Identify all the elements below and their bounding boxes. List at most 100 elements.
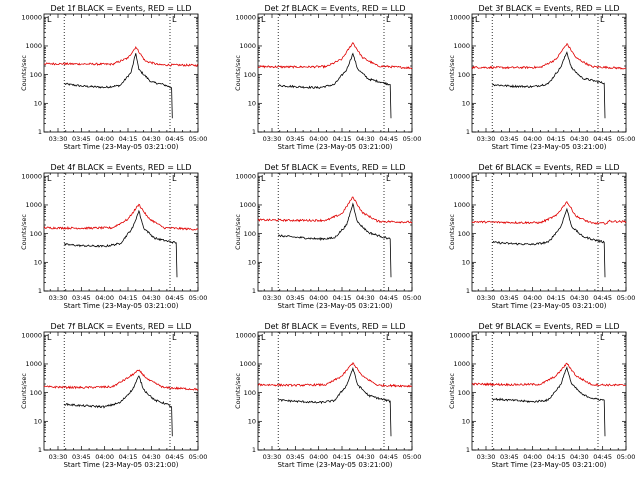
interval-label: L <box>386 15 391 24</box>
events-series-line <box>492 207 606 278</box>
y-axis-label: Counts/sec <box>20 373 28 409</box>
x-tick-label: 04:00 <box>523 135 542 143</box>
x-tick-label: 04:15 <box>119 294 138 302</box>
panel-det-6: Det 6f BLACK = Events, RED = LLD 1 10 100 10… <box>448 163 635 310</box>
x-tick-label: 05:00 <box>617 453 636 461</box>
x-axis-label: Start Time (23-May-05 03:21:00) <box>277 461 392 469</box>
panel-det-1: Det 1f BLACK = Events, RED = LLD 1 10 100 10… <box>20 4 207 151</box>
x-tick-label: 03:30 <box>477 453 496 461</box>
y-tick-label: 10000 <box>235 172 256 180</box>
events-series-line <box>278 52 392 119</box>
x-axis-label: Start Time (23-May-05 03:21:00) <box>277 302 392 310</box>
x-tick-label: 04:45 <box>165 453 184 461</box>
x-tick-label: 05:00 <box>189 135 208 143</box>
lld-series-line <box>257 196 413 224</box>
interval-label: L <box>261 333 266 342</box>
interval-label: L <box>47 174 52 183</box>
interval-label: L <box>475 333 480 342</box>
panel-title: Det 9f BLACK = Events, RED = LLD <box>478 322 619 331</box>
plot-frame <box>471 13 627 133</box>
plot-frame <box>471 172 627 292</box>
x-tick-label: 04:15 <box>547 453 566 461</box>
x-tick-label: 04:15 <box>119 135 138 143</box>
x-tick-label: 04:00 <box>309 135 328 143</box>
x-tick-label: 04:45 <box>593 135 612 143</box>
y-tick-label: 1 <box>466 128 470 136</box>
x-tick-label: 05:00 <box>617 294 636 302</box>
lld-series-line <box>257 42 413 70</box>
x-tick-label: 04:45 <box>165 294 184 302</box>
panel-title: Det 2f BLACK = Events, RED = LLD <box>264 4 405 13</box>
y-axis-label: Counts/sec <box>234 373 242 409</box>
events-series-line <box>64 53 173 119</box>
x-tick-label: 03:45 <box>286 453 305 461</box>
panel-det-4: Det 4f BLACK = Events, RED = LLD 1 10 100 10… <box>20 163 207 310</box>
lld-series-line <box>471 362 627 387</box>
interval-label: L <box>475 174 480 183</box>
x-tick-label: 03:30 <box>49 135 68 143</box>
x-tick-label: 04:30 <box>356 294 375 302</box>
x-tick-label: 05:00 <box>403 294 422 302</box>
x-tick-label: 04:30 <box>570 453 589 461</box>
panel-title: Det 4f BLACK = Events, RED = LLD <box>50 163 191 172</box>
x-tick-label: 04:30 <box>356 135 375 143</box>
interval-label: L <box>600 333 605 342</box>
y-axis-label: Counts/sec <box>20 214 28 250</box>
panel-title: Det 3f BLACK = Events, RED = LLD <box>478 4 619 13</box>
y-tick-label: 10000 <box>449 172 470 180</box>
y-axis-label: Counts/sec <box>234 55 242 91</box>
y-tick-label: 1 <box>252 446 256 454</box>
interval-label: L <box>600 15 605 24</box>
x-tick-label: 04:30 <box>356 453 375 461</box>
y-tick-label: 1000 <box>25 42 42 50</box>
x-axis-label: Start Time (23-May-05 03:21:00) <box>491 302 606 310</box>
x-tick-label: 03:30 <box>263 294 282 302</box>
events-series-line <box>63 375 173 437</box>
x-tick-label: 04:30 <box>142 135 161 143</box>
y-tick-label: 1000 <box>239 201 256 209</box>
panel-title: Det 8f BLACK = Events, RED = LLD <box>264 322 405 331</box>
x-tick-label: 04:15 <box>333 453 352 461</box>
y-tick-label: 10000 <box>449 13 470 21</box>
y-axis-label: Counts/sec <box>234 214 242 250</box>
lld-series-line <box>471 43 627 70</box>
events-series-line <box>492 366 606 437</box>
y-tick-label: 10 <box>248 259 256 267</box>
interval-label: L <box>600 174 605 183</box>
x-tick-label: 03:45 <box>72 453 91 461</box>
x-tick-label: 03:45 <box>72 294 91 302</box>
interval-label: L <box>172 174 177 183</box>
interval-label: L <box>47 15 52 24</box>
y-tick-label: 1000 <box>453 42 470 50</box>
lld-series-line <box>43 45 199 67</box>
y-tick-label: 1000 <box>453 360 470 368</box>
interval-label: L <box>386 174 391 183</box>
panel-det-9: Det 9f BLACK = Events, RED = LLD 1 10 100 10… <box>448 322 635 469</box>
y-tick-label: 10 <box>462 418 470 426</box>
y-tick-label: 1000 <box>239 360 256 368</box>
events-series-line <box>277 202 392 278</box>
y-axis-label: Counts/sec <box>448 55 456 91</box>
lld-series-line <box>257 362 413 388</box>
y-tick-label: 10 <box>34 100 42 108</box>
interval-label: L <box>172 15 177 24</box>
x-tick-label: 04:00 <box>309 453 328 461</box>
x-axis-label: Start Time (23-May-05 03:21:00) <box>277 143 392 151</box>
x-tick-label: 04:45 <box>165 135 184 143</box>
x-tick-label: 04:00 <box>95 135 114 143</box>
y-tick-label: 100 <box>458 71 470 79</box>
x-tick-label: 03:45 <box>286 294 305 302</box>
y-tick-label: 10 <box>34 259 42 267</box>
x-tick-label: 03:30 <box>263 453 282 461</box>
x-tick-label: 05:00 <box>403 135 422 143</box>
x-tick-label: 04:45 <box>379 453 398 461</box>
x-tick-label: 03:45 <box>500 135 519 143</box>
y-tick-label: 10 <box>248 100 256 108</box>
x-axis-label: Start Time (23-May-05 03:21:00) <box>63 302 178 310</box>
x-axis-label: Start Time (23-May-05 03:21:00) <box>491 143 606 151</box>
x-tick-label: 04:00 <box>523 294 542 302</box>
x-tick-label: 03:45 <box>286 135 305 143</box>
lld-series-line <box>43 369 199 391</box>
x-tick-label: 04:15 <box>333 294 352 302</box>
x-tick-label: 04:00 <box>523 453 542 461</box>
